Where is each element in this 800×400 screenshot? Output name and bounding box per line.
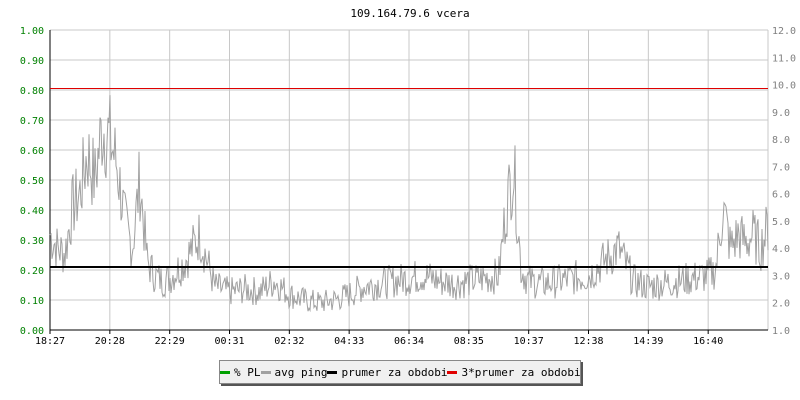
y-right-tick-label: 11.0: [772, 53, 796, 64]
y-right-tick-label: 3.0: [772, 271, 790, 282]
legend-label-prumer: prumer za obdobi: [341, 365, 448, 379]
y-right-tick-label: 5.0: [772, 217, 790, 228]
legend-item-pl: % PL: [220, 366, 261, 379]
y-left-tick-label: 0.20: [20, 266, 44, 277]
x-tick-label: 22:29: [155, 336, 185, 347]
y-right-tick-label: 9.0: [772, 108, 790, 119]
x-tick-label: 04:33: [334, 336, 364, 347]
x-tick-label: 00:31: [214, 336, 244, 347]
x-tick-label: 20:28: [95, 336, 125, 347]
y-left-tick-label: 0.60: [20, 146, 44, 157]
y-right-tick-label: 12.0: [772, 26, 796, 37]
axes: [49, 30, 768, 334]
y-right-tick-label: 1.0: [772, 326, 790, 337]
legend-swatch-avg-ping: [260, 370, 271, 374]
chart-title: 109.164.79.6 vcera: [350, 7, 469, 20]
y-left-tick-label: 0.30: [20, 236, 44, 247]
legend-item-avg-ping: avg ping: [260, 365, 328, 379]
x-tick-label: 10:37: [514, 336, 544, 347]
x-tick-label: 14:39: [633, 336, 663, 347]
y-left-tick-label: 0.90: [20, 56, 44, 67]
y-right-tick-label: 7.0: [772, 162, 790, 173]
series-layer: [49, 88, 769, 313]
x-tick-label: 12:38: [573, 336, 603, 347]
legend-swatch-prumer: [327, 370, 338, 374]
legend-label-pl: % PL: [234, 365, 261, 379]
legend-item-3x-prumer: 3*prumer za obdobi: [447, 365, 581, 379]
x-tick-label: 18:27: [35, 336, 65, 347]
legend: % PL avg ping prumer za obdobi 3*prumer …: [219, 360, 581, 384]
y-right-tick-label: 2.0: [772, 299, 790, 310]
y-left-tick-label: 0.70: [20, 116, 44, 127]
y-right-tick-label: 10.0: [772, 81, 796, 92]
y-left-tick-label: 0.00: [20, 326, 44, 337]
tick-labels: 0.00 0.10 0.20 0.30 0.40 0.50 0.60 0.70 0.80 0.90…: [20, 26, 796, 347]
legend-item-prumer: prumer za obdobi: [327, 366, 447, 379]
x-tick-label: 08:35: [454, 336, 484, 347]
x-tick-label: 02:32: [274, 336, 304, 347]
x-tick-label: 06:34: [394, 336, 424, 347]
legend-label-3x-prumer: 3*prumer za obdobi: [461, 365, 581, 379]
y-left-tick-label: 0.40: [20, 206, 44, 217]
y-left-tick-label: 0.80: [20, 86, 44, 97]
series-avg-ping-line: [49, 95, 769, 313]
y-left-tick-label: 0.50: [20, 176, 44, 187]
legend-swatch-3x-prumer: [447, 370, 458, 374]
legend-swatch-pl: [220, 370, 230, 374]
x-tick-label: 16:40: [693, 336, 723, 347]
y-right-tick-label: 6.0: [772, 190, 790, 201]
legend-label-avg-ping: avg ping: [274, 365, 328, 379]
y-right-tick-label: 8.0: [772, 135, 790, 146]
y-left-tick-label: 0.10: [20, 296, 44, 307]
y-left-tick-label: 1.00: [20, 26, 44, 37]
y-right-tick-label: 4.0: [772, 244, 790, 255]
